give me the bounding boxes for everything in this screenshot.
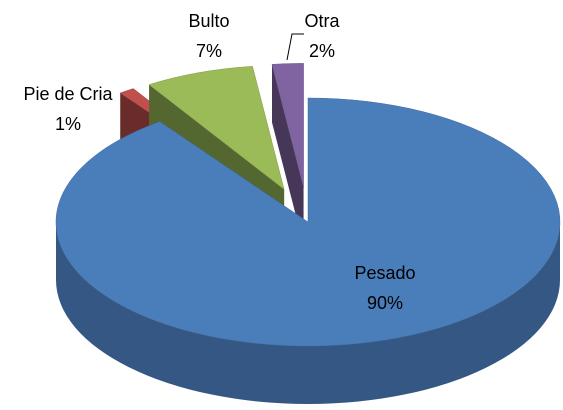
value-label: 7% [196, 41, 222, 61]
slice-top [271, 63, 304, 188]
slice-top [148, 66, 285, 190]
slice-top [55, 97, 561, 347]
slice-label: Pie de Cria [23, 84, 113, 104]
value-label: 90% [367, 293, 403, 313]
pie [55, 63, 561, 404]
slice-side [56, 222, 560, 404]
leader-line [286, 33, 304, 61]
slice [55, 97, 561, 404]
slice-label: Pesado [354, 263, 415, 283]
value-label: 1% [55, 114, 81, 134]
slice [271, 63, 304, 246]
slice-wall [271, 64, 304, 246]
slice-label: Otra [304, 11, 340, 31]
slice-label: Bulto [188, 11, 229, 31]
value-label: 2% [309, 41, 335, 61]
